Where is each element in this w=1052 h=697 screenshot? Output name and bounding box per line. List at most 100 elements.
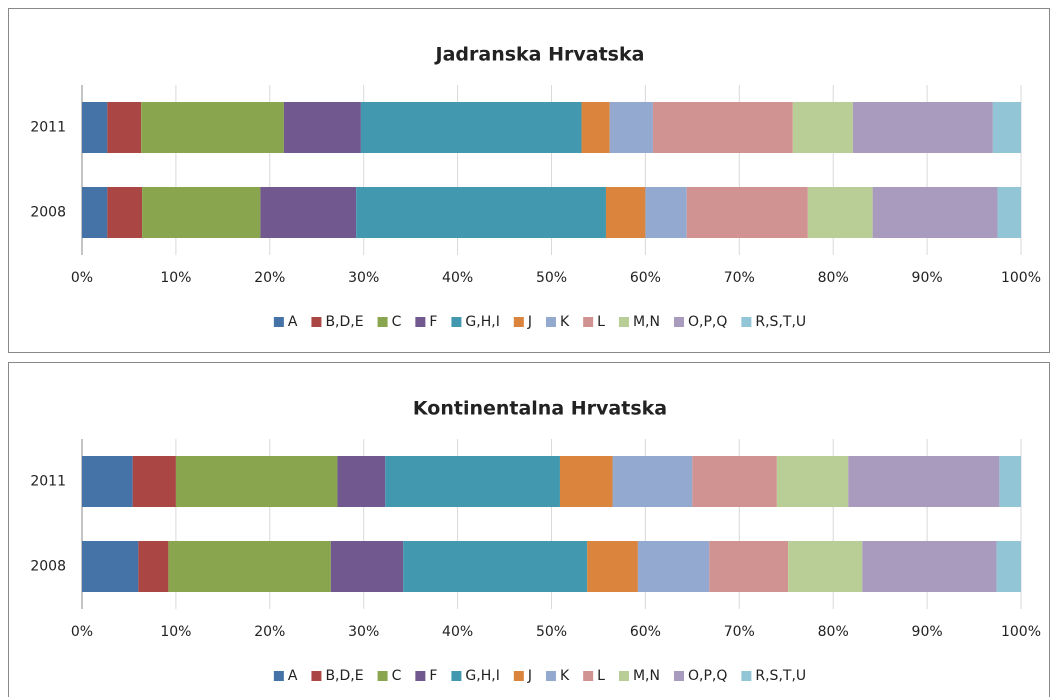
x-tick-label: 50%: [536, 270, 567, 286]
bar-segment: [132, 456, 176, 507]
bar-segment: [168, 541, 331, 592]
legend-swatch: [311, 317, 322, 327]
legend-swatch: [618, 317, 629, 327]
y-tick-label: 2008: [30, 205, 66, 221]
chart: Jadranska Hrvatska 0% 10% 20% 30% 40% 50% 60% 70…: [8, 8, 1050, 353]
bar-segment: [645, 187, 687, 238]
bar-segment: [141, 102, 284, 153]
bar-segment: [107, 187, 143, 238]
legend-label: A: [288, 668, 298, 684]
x-tick-label: 90%: [912, 270, 943, 286]
legend-swatch: [741, 317, 752, 327]
x-tick-label: 20%: [254, 624, 285, 640]
bar-segment: [138, 541, 169, 592]
legend-swatch: [273, 317, 284, 327]
legend-label: K: [560, 668, 570, 684]
chart-frame: [8, 8, 1050, 353]
legend-label: O,P,Q: [688, 314, 727, 330]
bar-segment: [652, 102, 793, 153]
legend-swatch: [311, 671, 322, 681]
legend-swatch: [583, 317, 594, 327]
legend-label: A: [288, 314, 298, 330]
bar-segment: [356, 187, 606, 238]
x-tick-label: 0%: [71, 624, 93, 640]
bar-segment: [776, 456, 849, 507]
bar-segment: [862, 541, 997, 592]
legend-label: L: [597, 668, 605, 684]
legend-swatch: [513, 317, 524, 327]
bar-segment: [175, 456, 338, 507]
x-tick-label: 20%: [254, 270, 285, 286]
legend-swatch: [513, 671, 524, 681]
legend-label: L: [597, 314, 605, 330]
bar-segment: [337, 456, 386, 507]
bar-segment: [686, 187, 808, 238]
legend-label: F: [429, 314, 437, 330]
legend-swatch: [377, 671, 388, 681]
bar-segment: [82, 187, 108, 238]
bar-segment: [403, 541, 588, 592]
legend-swatch: [451, 671, 462, 681]
legend-label: R,S,T,U: [755, 668, 806, 684]
bar-segment: [999, 456, 1021, 507]
bar-segment: [609, 102, 653, 153]
legend-label: M,N: [633, 668, 660, 684]
legend-swatch: [545, 317, 556, 327]
legend: A B,D,E C F G,H,I J K L M,N O,P,Q R,S,T,U: [273, 668, 806, 684]
x-tick-label: 80%: [818, 270, 849, 286]
bar-segment: [142, 187, 261, 238]
x-tick-label: 30%: [348, 270, 379, 286]
bar-segment: [360, 102, 582, 153]
x-tick-label: 40%: [442, 624, 473, 640]
bar-segment: [709, 541, 789, 592]
x-tick-label: 50%: [536, 624, 567, 640]
legend-label: B,D,E: [325, 314, 363, 330]
bar-segment: [82, 456, 133, 507]
chart: Kontinentalna Hrvatska 0% 10% 20% 30% 40% 50% 6…: [8, 362, 1050, 697]
legend-swatch: [618, 671, 629, 681]
y-tick-label: 2011: [30, 474, 66, 490]
bar-segment: [792, 102, 853, 153]
bar-segment: [283, 102, 361, 153]
bar-segment: [852, 102, 993, 153]
chart-title: Jadranska Hrvatska: [434, 44, 645, 66]
legend-swatch: [273, 671, 284, 681]
x-tick-label: 80%: [818, 624, 849, 640]
bar-segment: [260, 187, 357, 238]
bar-segment: [559, 456, 613, 507]
legend-label: C: [392, 314, 402, 330]
legend-swatch: [377, 317, 388, 327]
x-tick-label: 10%: [160, 270, 191, 286]
x-tick-label: 100%: [1001, 270, 1041, 286]
bar-segment: [992, 102, 1021, 153]
legend-swatch: [451, 317, 462, 327]
bar-segment: [872, 187, 998, 238]
x-tick-label: 10%: [160, 624, 191, 640]
legend-label: J: [527, 314, 532, 330]
x-tick-label: 60%: [630, 270, 661, 286]
y-tick-label: 2011: [30, 120, 66, 136]
legend-label: M,N: [633, 314, 660, 330]
legend-label: G,H,I: [465, 314, 499, 330]
legend-label: B,D,E: [325, 668, 363, 684]
bar-segment: [848, 456, 1000, 507]
bar-segment: [612, 456, 693, 507]
bar-segment: [637, 541, 710, 592]
legend: A B,D,E C F G,H,I J K L M,N O,P,Q R,S,T,U: [273, 314, 806, 330]
legend-label: O,P,Q: [688, 668, 727, 684]
bar-segment: [997, 187, 1021, 238]
legend-swatch: [673, 671, 684, 681]
legend-label: F: [429, 668, 437, 684]
bar-segment: [385, 456, 560, 507]
bar-segment: [330, 541, 404, 592]
x-tick-label: 0%: [71, 270, 93, 286]
legend-label: R,S,T,U: [755, 314, 806, 330]
x-tick-label: 100%: [1001, 624, 1041, 640]
bar-segment: [581, 102, 610, 153]
legend-swatch: [673, 317, 684, 327]
x-tick-label: 30%: [348, 624, 379, 640]
x-tick-label: 70%: [724, 270, 755, 286]
x-tick-label: 70%: [724, 624, 755, 640]
legend-swatch: [415, 671, 426, 681]
bar-segment: [996, 541, 1021, 592]
